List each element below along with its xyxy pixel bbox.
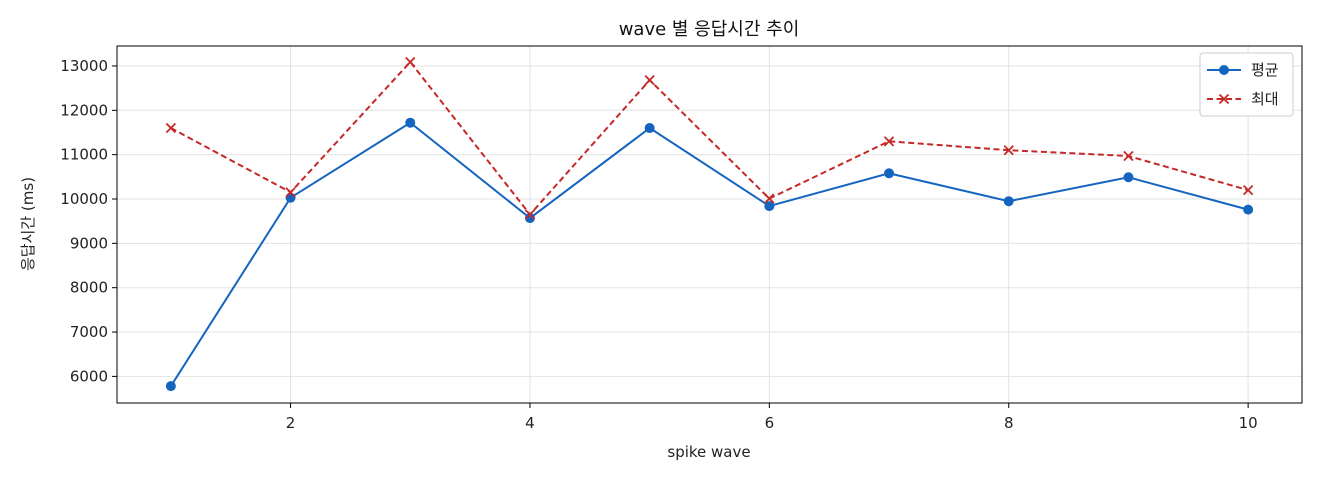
- series-1-point: [1123, 172, 1134, 183]
- series-1-point: [884, 168, 895, 179]
- series-2-legend-label: 최대: [1251, 90, 1279, 108]
- series-2-line: [170, 60, 1249, 217]
- series-2-point: [524, 209, 536, 220]
- series-1-legend-label: 평균: [1251, 61, 1279, 79]
- series-1-point: [1243, 204, 1254, 215]
- x-axis-label: spike wave: [667, 443, 750, 461]
- series-1-line: [170, 121, 1249, 387]
- grid: [117, 46, 1302, 403]
- series-2-point: [165, 122, 177, 134]
- series-1-point: [165, 381, 176, 392]
- series-2-point: [1003, 145, 1014, 156]
- y-axis-label: 응답시간 (ms): [19, 177, 37, 271]
- series-1-point: [524, 213, 535, 224]
- x-tick-label: 6: [765, 414, 775, 432]
- y-tick-label: 13000: [60, 57, 108, 75]
- legend-box: [1199, 52, 1294, 117]
- x-tick-label: 2: [286, 414, 296, 432]
- x-tick-label: 4: [525, 414, 535, 432]
- series-2-point: [644, 75, 655, 86]
- series-2-legend-marker: [1218, 93, 1230, 105]
- y-tick-label: 12000: [60, 101, 108, 119]
- tick-layer: 2 4 6 8 10 6000 7000 8000 9000 10000 11000 12000 130…: [60, 57, 1257, 432]
- series-2-point: [1123, 150, 1134, 162]
- x-tick-label: 10: [1239, 414, 1258, 432]
- plot-frame: [116, 45, 1303, 404]
- series-1-point: [644, 123, 655, 134]
- y-tick-label: 6000: [70, 367, 108, 385]
- series-1-point: [764, 201, 775, 212]
- x-tick-label: 8: [1004, 414, 1014, 432]
- series-layer: [165, 56, 1254, 392]
- series-1-legend-marker: [1219, 65, 1229, 75]
- y-tick-label: 8000: [70, 279, 108, 297]
- series-2-point: [764, 193, 775, 204]
- series-2-point: [1243, 184, 1254, 196]
- series-2-point: [285, 187, 296, 198]
- series-1-point: [285, 192, 296, 203]
- series-1-point: [405, 117, 416, 128]
- series-1-point: [1003, 196, 1014, 207]
- series-2-point: [883, 136, 895, 147]
- y-tick-label: 10000: [60, 190, 108, 208]
- chart-title: wave 별 응답시간 추이: [619, 19, 800, 40]
- y-tick-label: 9000: [70, 234, 108, 252]
- y-tick-label: 11000: [60, 146, 108, 164]
- y-tick-label: 7000: [70, 323, 108, 341]
- series-2-point: [405, 56, 416, 68]
